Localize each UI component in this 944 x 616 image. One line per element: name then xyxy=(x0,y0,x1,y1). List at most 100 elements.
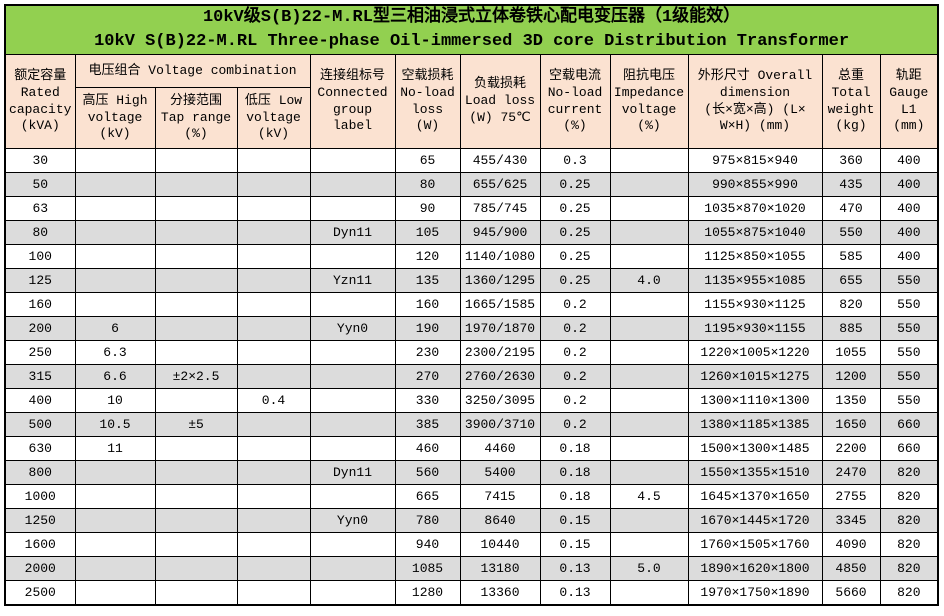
cell-capacity: 80 xyxy=(4,220,76,245)
cell-imp xyxy=(609,172,689,197)
cell-tap xyxy=(154,388,238,413)
cell-gauge: 820 xyxy=(879,460,939,485)
title-bar: 10kV级S(B)22-M.RL型三相油浸式立体卷铁心配电变压器（1级能效） 1… xyxy=(4,4,939,55)
table-row: 400 10 0.4 330 3250/3095 0.2 1300×1110×1300 135… xyxy=(4,388,939,413)
cell-lv xyxy=(236,148,311,173)
cell-tap xyxy=(154,580,238,606)
cell-hv xyxy=(74,532,156,557)
header-no-load-current: 空载电流 No-load current (%) xyxy=(539,54,611,149)
cell-imp: 5.0 xyxy=(609,556,689,581)
cell-l_loss: 4460 xyxy=(459,436,541,461)
cell-imp xyxy=(609,292,689,317)
cell-hv: 10 xyxy=(74,388,156,413)
header-total-weight: 总重 Total weight (kg) xyxy=(821,54,881,149)
cell-wt: 1055 xyxy=(821,340,881,365)
cell-nl_cur: 0.25 xyxy=(539,268,611,293)
header-no-load-loss: 空载损耗 No-load loss (W) xyxy=(394,54,461,149)
table-row: 100 120 1140/1080 0.25 1125×850×1055 585 400 xyxy=(4,244,939,269)
cell-gauge: 820 xyxy=(879,508,939,533)
cell-imp xyxy=(609,364,689,389)
cell-tap xyxy=(154,172,238,197)
cell-tap xyxy=(154,196,238,221)
cell-tap xyxy=(154,484,238,509)
header-impedance-voltage: 阻抗电压 Impedance voltage (%) xyxy=(609,54,689,149)
cell-hv xyxy=(74,244,156,269)
cell-capacity: 2000 xyxy=(4,556,76,581)
cell-tap xyxy=(154,340,238,365)
cell-imp xyxy=(609,220,689,245)
cell-gauge: 820 xyxy=(879,484,939,509)
cell-lv xyxy=(236,292,311,317)
cell-group: Yzn11 xyxy=(309,268,396,293)
cell-lv xyxy=(236,412,311,437)
cell-imp xyxy=(609,436,689,461)
cell-lv xyxy=(236,508,311,533)
cell-l_loss: 1360/1295 xyxy=(459,268,541,293)
cell-dim: 1195×930×1155 xyxy=(687,316,823,341)
cell-tap xyxy=(154,220,238,245)
cell-group xyxy=(309,532,396,557)
table-row: 500 10.5 ±5 385 3900/3710 0.2 1380×1185×1385 16… xyxy=(4,412,939,437)
header-voltage-combination: 电压组合 Voltage combination xyxy=(74,54,311,88)
cell-dim: 975×815×940 xyxy=(687,148,823,173)
cell-gauge: 820 xyxy=(879,580,939,606)
cell-hv xyxy=(74,268,156,293)
cell-hv: 6.6 xyxy=(74,364,156,389)
header-gauge: 轨距 Gauge L1 (mm) xyxy=(879,54,939,149)
table-row: 250 6.3 230 2300/2195 0.2 1220×1005×1220 1055 5… xyxy=(4,340,939,365)
cell-lv xyxy=(236,244,311,269)
cell-dim: 1035×870×1020 xyxy=(687,196,823,221)
table-row: 2500 1280 13360 0.13 1970×1750×1890 5660 820 xyxy=(4,580,939,606)
cell-l_loss: 455/430 xyxy=(459,148,541,173)
cell-group xyxy=(309,388,396,413)
cell-tap xyxy=(154,292,238,317)
cell-hv xyxy=(74,580,156,606)
header-low-voltage: 低压 Low voltage (kV) xyxy=(236,87,311,149)
cell-wt: 2200 xyxy=(821,436,881,461)
cell-gauge: 550 xyxy=(879,340,939,365)
cell-wt: 820 xyxy=(821,292,881,317)
cell-lv xyxy=(236,340,311,365)
cell-gauge: 550 xyxy=(879,292,939,317)
header-overall-dimension: 外形尺寸 Overall dimension (长×宽×高) (L× W×H) … xyxy=(687,54,823,149)
cell-wt: 435 xyxy=(821,172,881,197)
cell-imp xyxy=(609,580,689,606)
cell-nl_loss: 780 xyxy=(394,508,461,533)
cell-group: Yyn0 xyxy=(309,508,396,533)
cell-hv: 11 xyxy=(74,436,156,461)
cell-l_loss: 1970/1870 xyxy=(459,316,541,341)
cell-capacity: 1250 xyxy=(4,508,76,533)
cell-nl_cur: 0.18 xyxy=(539,460,611,485)
cell-l_loss: 5400 xyxy=(459,460,541,485)
cell-group xyxy=(309,484,396,509)
cell-imp: 4.0 xyxy=(609,268,689,293)
cell-group xyxy=(309,556,396,581)
cell-imp xyxy=(609,340,689,365)
cell-hv xyxy=(74,172,156,197)
cell-wt: 655 xyxy=(821,268,881,293)
cell-nl_loss: 385 xyxy=(394,412,461,437)
cell-gauge: 550 xyxy=(879,268,939,293)
cell-imp xyxy=(609,316,689,341)
table-row: 1250 Yyn0 780 8640 0.15 1670×1445×1720 3345 820 xyxy=(4,508,939,533)
cell-nl_loss: 940 xyxy=(394,532,461,557)
table-row: 1000 665 7415 0.18 4.5 1645×1370×1650 2755 820 xyxy=(4,484,939,509)
cell-capacity: 315 xyxy=(4,364,76,389)
cell-gauge: 400 xyxy=(879,196,939,221)
header-high-voltage: 高压 High voltage (kV) xyxy=(74,87,156,149)
cell-wt: 470 xyxy=(821,196,881,221)
cell-lv xyxy=(236,484,311,509)
cell-imp xyxy=(609,532,689,557)
cell-capacity: 63 xyxy=(4,196,76,221)
cell-nl_cur: 0.2 xyxy=(539,364,611,389)
cell-wt: 2470 xyxy=(821,460,881,485)
cell-group xyxy=(309,244,396,269)
cell-wt: 885 xyxy=(821,316,881,341)
cell-nl_cur: 0.2 xyxy=(539,292,611,317)
cell-tap xyxy=(154,556,238,581)
spec-table-body: 30 65 455/430 0.3 975×815×940 360 400 50 80 655/6… xyxy=(4,148,939,606)
cell-nl_loss: 270 xyxy=(394,364,461,389)
cell-group xyxy=(309,172,396,197)
cell-dim: 1135×955×1085 xyxy=(687,268,823,293)
cell-imp xyxy=(609,412,689,437)
